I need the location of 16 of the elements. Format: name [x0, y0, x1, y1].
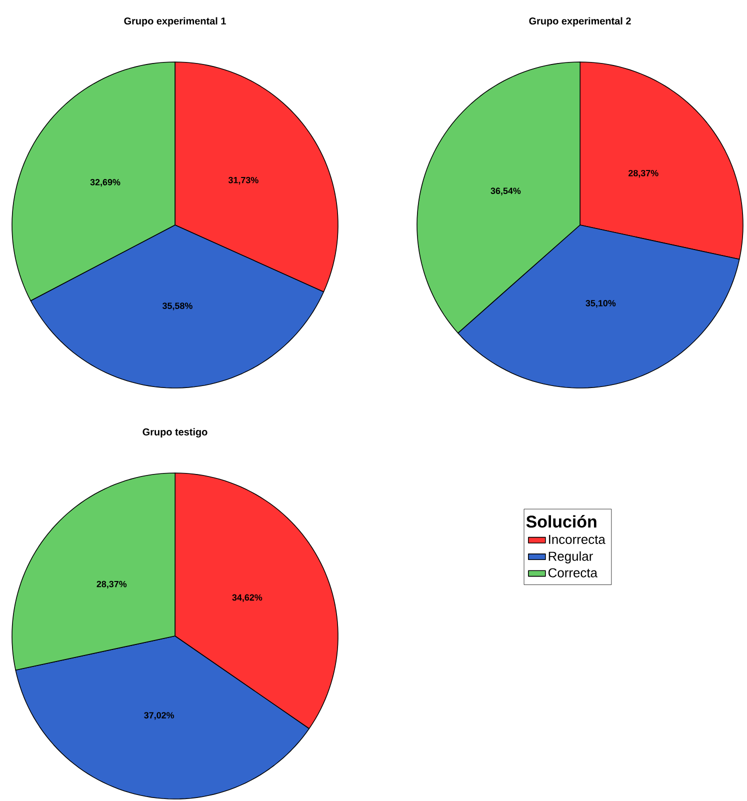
- data-label: 35,10%: [586, 300, 616, 308]
- data-label: 28,37%: [96, 580, 127, 589]
- legend-label: Incorrecta: [549, 534, 606, 544]
- legend-label: Correcta: [548, 568, 598, 578]
- data-label: 37,02%: [144, 712, 174, 720]
- chart-title: Grupo experimental 1: [124, 17, 226, 26]
- legend-label: Regular: [548, 551, 593, 564]
- data-label: 32,69%: [90, 178, 120, 187]
- data-label: 31,73%: [228, 176, 258, 185]
- legend-title: Solución: [526, 515, 596, 528]
- data-label: 35,58%: [162, 302, 192, 310]
- chart-title: Grupo testigo: [142, 428, 208, 438]
- data-label: 34,62%: [232, 594, 262, 602]
- chart-title: Grupo experimental 2: [529, 17, 631, 26]
- data-label: 36,54%: [490, 188, 521, 196]
- data-label: 28,37%: [628, 170, 658, 178]
